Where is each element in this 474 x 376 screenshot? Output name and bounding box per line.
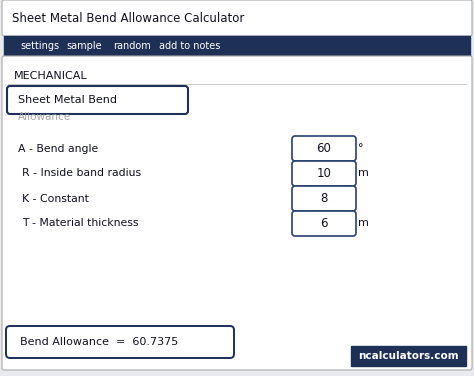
FancyBboxPatch shape — [7, 86, 188, 114]
Text: 8: 8 — [320, 192, 328, 205]
Text: 10: 10 — [317, 167, 331, 180]
Text: K - Constant: K - Constant — [22, 194, 89, 203]
FancyBboxPatch shape — [292, 186, 356, 211]
FancyBboxPatch shape — [2, 56, 472, 370]
Text: Sheet Metal Bend: Sheet Metal Bend — [18, 95, 117, 105]
FancyBboxPatch shape — [292, 136, 356, 161]
Text: MECHANICAL: MECHANICAL — [14, 71, 88, 81]
Text: m: m — [358, 218, 369, 229]
Text: R - Inside band radius: R - Inside band radius — [22, 168, 141, 179]
Text: Allowance: Allowance — [18, 112, 71, 122]
Text: °: ° — [358, 144, 364, 153]
FancyBboxPatch shape — [2, 0, 472, 36]
Bar — [351, 346, 466, 366]
Text: A - Bend angle: A - Bend angle — [18, 144, 98, 153]
Text: T - Material thickness: T - Material thickness — [22, 218, 138, 229]
Bar — [4, 36, 470, 56]
FancyBboxPatch shape — [6, 326, 234, 358]
Text: Sheet Metal Bend Allowance Calculator: Sheet Metal Bend Allowance Calculator — [12, 12, 245, 24]
Text: sample: sample — [66, 41, 101, 51]
Text: settings: settings — [20, 41, 59, 51]
Text: 6: 6 — [320, 217, 328, 230]
FancyBboxPatch shape — [292, 161, 356, 186]
Text: add to notes: add to notes — [159, 41, 220, 51]
Text: random: random — [113, 41, 151, 51]
Text: ncalculators.com: ncalculators.com — [358, 351, 459, 361]
FancyBboxPatch shape — [292, 211, 356, 236]
Text: Bend Allowance  =  60.7375: Bend Allowance = 60.7375 — [20, 337, 178, 347]
Text: 60: 60 — [317, 142, 331, 155]
Text: m: m — [358, 168, 369, 179]
